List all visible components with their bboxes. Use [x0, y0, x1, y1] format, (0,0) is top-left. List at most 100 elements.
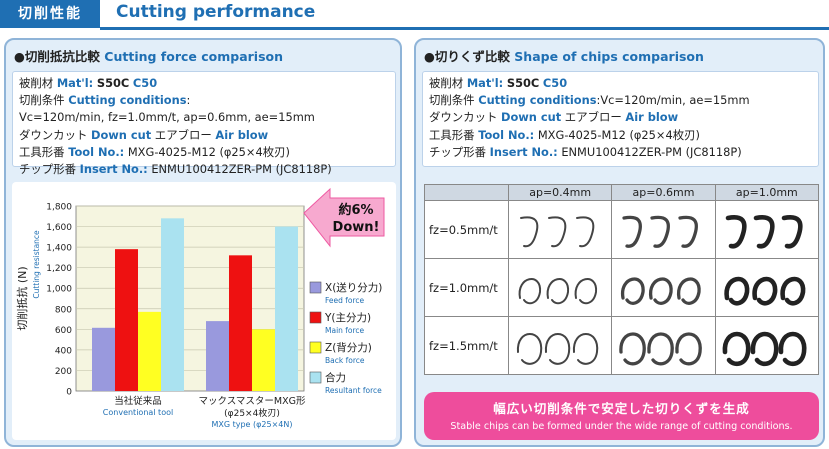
y-tick-label: 1,400: [46, 244, 72, 254]
chip-image-cell: [507, 200, 613, 259]
bar: [115, 249, 138, 391]
downcut-row: ダウンカット Down cut エアブロー Air blow: [19, 127, 389, 144]
conditions-colon: :: [596, 93, 601, 108]
downcut-jp: ダウンカット: [19, 127, 88, 142]
bullet-icon: ●: [14, 49, 25, 64]
annotation-line-2: Down!: [333, 220, 380, 235]
legend-label-en: Resultant force: [325, 386, 382, 395]
chips-header-row: ap=0.4mm ap=0.6mm ap=1.0mm: [424, 184, 820, 201]
conditions-label-jp: 切削条件: [429, 93, 475, 108]
chip-shape: [750, 331, 779, 366]
tool-label-en: Tool No.:: [68, 144, 125, 159]
material-value: S50C: [506, 76, 540, 90]
chip-shape: [677, 276, 702, 305]
chip-illustration: [722, 331, 807, 366]
category-label-en: Conventional tool: [103, 408, 173, 417]
airblow-en: Air blow: [625, 110, 679, 125]
bar: [229, 255, 252, 391]
banner-text-jp: 幅広い切削条件で安定した切りくずを生成: [493, 401, 750, 416]
chip-shape: [546, 277, 570, 304]
chip-illustration: [622, 215, 699, 248]
bar: [138, 311, 161, 391]
material-row: 被削材 Mat'l: S50C C50: [429, 75, 812, 92]
category-label: 当社従来品: [114, 395, 162, 407]
chip-image-cell: [507, 316, 613, 375]
conditions-box: 被削材 Mat'l: S50C C50 切削条件 Cutting conditi…: [422, 71, 819, 167]
chips-row: fz=1.0mm/t: [424, 258, 820, 317]
chip-shape: [778, 331, 807, 366]
downcut-en: Down cut: [500, 110, 562, 125]
conditions-row: 切削条件 Cutting conditions:: [19, 92, 389, 109]
chip-shape: [520, 215, 539, 247]
legend-label: 合力: [325, 371, 346, 384]
section-label: 切削性能: [0, 0, 100, 28]
chip-image-cell: [611, 200, 716, 259]
legend-label: Y(主分力): [324, 311, 371, 324]
chip-shape: [545, 332, 571, 365]
material-label-en: Mat'l:: [466, 76, 504, 90]
cutting-force-panel: ●切削抵抗比較 Cutting force comparison 被削材 Mat…: [4, 38, 402, 447]
downcut-row: ダウンカット Down cut エアブロー Air blow: [429, 109, 812, 126]
section-title: Cutting performance: [116, 2, 316, 22]
insert-label-en: Insert No.:: [489, 144, 558, 159]
row-label: fz=1.0mm/t: [424, 258, 509, 317]
chip-illustration: [520, 215, 595, 247]
panel-title-en: Cutting force comparison: [104, 49, 284, 64]
chip-image-cell: [611, 258, 716, 317]
legend-swatch: [309, 281, 322, 294]
airblow-jp: エアブロー: [154, 127, 212, 142]
column-header: ap=0.6mm: [611, 184, 716, 201]
legend-swatch: [309, 311, 322, 324]
chip-illustration: [517, 332, 599, 365]
bar: [161, 218, 184, 391]
chips-table: ap=0.4mm ap=0.6mm ap=1.0mm fz=0.5mm/t fz…: [424, 184, 820, 375]
chart-svg: 0 200 400 600 800 1,000 1,200 1,400 1,600 1,800 切削…: [15, 187, 385, 429]
chip-shape: [752, 276, 778, 306]
y-axis-title: 切削抵抗 (N): [15, 266, 29, 330]
row-label: fz=0.5mm/t: [424, 200, 509, 259]
bar: [92, 327, 115, 391]
insert-value: ENMU100412ZER-PM (JC8118P): [561, 144, 742, 159]
conditions-label-en: Cutting conditions: [68, 93, 187, 108]
chip-illustration: [724, 276, 806, 306]
chip-shape: [647, 332, 675, 365]
chip-shape: [573, 332, 599, 365]
material-value-en: C50: [132, 76, 158, 90]
material-row: 被削材 Mat'l: S50C C50: [19, 75, 389, 92]
summary-banner: 幅広い切削条件で安定した切りくずを生成 Stable chips can be …: [424, 392, 819, 440]
legend-swatch: [309, 371, 322, 384]
tool-label-jp: 工具形番: [19, 144, 65, 159]
chip-image-cell: [714, 258, 820, 317]
legend-label-en: Back force: [325, 356, 365, 365]
chip-illustration: [619, 332, 703, 365]
conditions-row: 切削条件 Cutting conditions:Vc=120m/min, ae=…: [429, 92, 812, 109]
annotation-line-1: 約6%: [338, 202, 373, 218]
chip-shape: [649, 276, 674, 305]
tool-label-jp: 工具形番: [429, 127, 475, 142]
chip-shape: [753, 214, 775, 249]
column-header: ap=1.0mm: [714, 184, 820, 201]
chip-shape: [574, 277, 598, 304]
conditions-value: Vc=120m/min, fz=1.0mm/t, ap=0.6mm, ae=15…: [19, 110, 315, 125]
chip-shape: [622, 215, 643, 248]
y-tick-label: 1,000: [46, 285, 72, 295]
material-label-jp: 被削材: [19, 76, 54, 90]
conditions-colon: :: [186, 93, 191, 108]
bar: [275, 226, 298, 391]
annotation-arrow: [303, 187, 385, 248]
conditions-label-en: Cutting conditions: [478, 93, 597, 108]
chip-shape: [678, 215, 699, 248]
chip-illustration: [621, 276, 702, 305]
chip-shape: [517, 332, 543, 365]
chip-shape: [518, 277, 542, 304]
chip-shape: [725, 214, 747, 249]
insert-label-jp: チップ形番: [429, 144, 486, 159]
panel-title: ●切りくず比較 Shape of chips comparison: [424, 46, 704, 65]
conditions-value: Vc=120m/min, ae=15mm: [600, 93, 750, 108]
bullet-icon: ●: [424, 49, 435, 64]
material-label-en: Mat'l:: [56, 76, 94, 90]
chip-shape: [548, 215, 567, 247]
chip-shape: [724, 276, 750, 306]
y-tick-label: 1,800: [46, 203, 72, 213]
bar: [206, 321, 229, 391]
